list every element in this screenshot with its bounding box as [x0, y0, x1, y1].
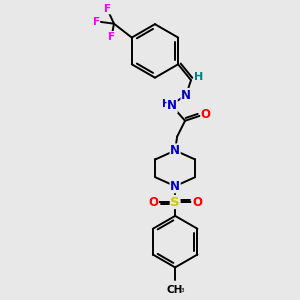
- Text: N: N: [167, 99, 177, 112]
- Text: ₃: ₃: [180, 285, 184, 294]
- Text: N: N: [170, 180, 180, 193]
- Text: N: N: [170, 144, 180, 157]
- Text: S: S: [170, 196, 180, 208]
- Text: CH: CH: [167, 285, 183, 295]
- Text: F: F: [108, 32, 116, 42]
- Text: F: F: [104, 4, 112, 14]
- Text: F: F: [93, 17, 100, 27]
- Text: H: H: [194, 72, 204, 82]
- Text: O: O: [148, 196, 158, 208]
- Text: H: H: [162, 99, 171, 109]
- Text: O: O: [192, 196, 202, 208]
- Text: N: N: [181, 88, 191, 101]
- Text: O: O: [201, 108, 211, 121]
